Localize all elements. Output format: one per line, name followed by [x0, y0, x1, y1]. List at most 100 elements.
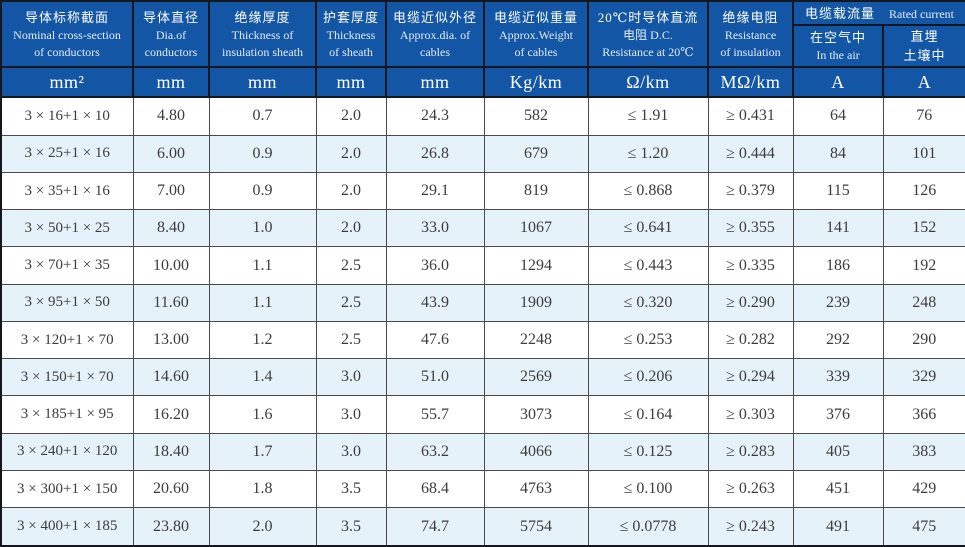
- table-cell: 24.3: [385, 96, 485, 136]
- unit-cell: Ω/km: [587, 66, 709, 98]
- table-cell: ≤ 0.0778: [587, 507, 709, 547]
- table-cell: 3 × 50+1 × 25: [0, 209, 134, 248]
- table-cell: ≥ 0.282: [707, 320, 794, 360]
- unit-cell: mm: [315, 66, 387, 98]
- header-label-zh: 直埋: [910, 29, 939, 44]
- header-cell-approx-dia: 电缆近似外径 Approx.dia. of cables: [385, 0, 485, 68]
- table-cell: 2.0: [315, 134, 387, 173]
- table-cell: ≤ 0.164: [587, 395, 709, 434]
- header-label-en: cables: [420, 44, 450, 59]
- table-cell: 3.0: [315, 358, 387, 397]
- table-cell: ≤ 0.253: [587, 320, 709, 360]
- header-cell-sheath-thickness: 护套厚度 Thickness of sheath: [315, 0, 387, 68]
- table-cell: 2.0: [208, 507, 317, 547]
- table-cell: 7.00: [132, 171, 210, 211]
- header-label-zh: 电缆载流量: [805, 5, 876, 21]
- table-cell: 0.9: [208, 134, 317, 173]
- table-cell: 152: [882, 209, 965, 248]
- table-cell: 679: [483, 134, 589, 173]
- header-cell-buried: 直埋 土壤中: [881, 24, 965, 68]
- table-cell: 74.7: [385, 507, 485, 547]
- header-label-zh: 电缆近似重量: [493, 9, 578, 25]
- table-row: 3 × 185+1 × 95 16.20 1.6 3.0 55.7 3073 ≤ 0.164…: [0, 395, 965, 434]
- table-cell: 47.6: [385, 320, 485, 360]
- header-label-zh: 绝缘厚度: [234, 9, 291, 25]
- table-cell: 290: [882, 320, 965, 360]
- table-cell: 329: [882, 358, 965, 397]
- table-cell: 3.5: [315, 507, 387, 547]
- header-label-en: Approx.Weight: [498, 27, 574, 42]
- table-cell: 2.0: [315, 96, 387, 136]
- table-cell: 1.1: [208, 283, 317, 322]
- table-cell: 3 × 400+1 × 185: [0, 507, 134, 547]
- table-cell: 33.0: [385, 209, 485, 248]
- table-cell: 0.7: [208, 96, 317, 136]
- table-cell: 14.60: [132, 358, 210, 397]
- header-row-units: mm² mm mm mm mm Kg/km Ω/km MΩ/km A A: [0, 66, 965, 98]
- table-cell: 383: [882, 432, 965, 471]
- header-label-en: Resistance: [724, 27, 777, 42]
- header-label-en: of cables: [514, 44, 558, 59]
- table-cell: 2.5: [315, 283, 387, 322]
- table-cell: ≤ 0.206: [587, 358, 709, 397]
- table-body: 3 × 16+1 × 10 4.80 0.7 2.0 24.3 582 ≤ 1.91 ≥ 0.…: [0, 96, 965, 547]
- header-label-en: of conductors: [34, 44, 100, 59]
- table-cell: ≤ 0.125: [587, 432, 709, 471]
- table-cell: 23.80: [132, 507, 210, 547]
- table-cell: 819: [483, 171, 589, 211]
- table-row: 3 × 35+1 × 16 7.00 0.9 2.0 29.1 819 ≤ 0.868 ≥ 0…: [0, 171, 965, 211]
- table-cell: 4.80: [132, 96, 210, 136]
- table-cell: 3 × 240+1 × 120: [0, 432, 134, 471]
- table-cell: 126: [882, 171, 965, 211]
- unit-cell: mm: [208, 66, 317, 98]
- table-cell: 63.2: [385, 432, 485, 471]
- table-cell: 115: [792, 171, 884, 211]
- table-cell: 2.0: [315, 209, 387, 248]
- table-cell: ≤ 0.868: [587, 171, 709, 211]
- table-cell: 36.0: [385, 246, 485, 285]
- table-cell: 3 × 16+1 × 10: [0, 96, 134, 136]
- table-cell: 64: [792, 96, 884, 136]
- table-cell: 451: [792, 469, 884, 509]
- table-cell: 55.7: [385, 395, 485, 434]
- table-cell: 475: [882, 507, 965, 547]
- table-cell: ≥ 0.431: [707, 96, 794, 136]
- unit-cell: mm: [132, 66, 210, 98]
- table-cell: 84: [792, 134, 884, 173]
- table-cell: 68.4: [385, 469, 485, 509]
- table-cell: ≥ 0.294: [707, 358, 794, 397]
- header-label-en: of sheath: [329, 44, 373, 59]
- table-cell: 3073: [483, 395, 589, 434]
- table-row: 3 × 120+1 × 70 13.00 1.2 2.5 47.6 2248 ≤ 0.253…: [0, 320, 965, 360]
- table-cell: 43.9: [385, 283, 485, 322]
- header-label-zh: 导体直径: [142, 9, 199, 25]
- table-cell: 491: [792, 507, 884, 547]
- table-cell: 6.00: [132, 134, 210, 173]
- table-cell: 8.40: [132, 209, 210, 248]
- table-cell: 3 × 35+1 × 16: [0, 171, 134, 211]
- table-row: 3 × 16+1 × 10 4.80 0.7 2.0 24.3 582 ≤ 1.91 ≥ 0.…: [0, 96, 965, 136]
- table-cell: ≥ 0.290: [707, 283, 794, 322]
- table-cell: 3 × 300+1 × 150: [0, 469, 134, 509]
- header-label-en: Nominal cross-section: [13, 27, 121, 42]
- table-cell: 20.60: [132, 469, 210, 509]
- table-cell: 2.5: [315, 320, 387, 360]
- table-cell: 1067: [483, 209, 589, 248]
- table-cell: ≥ 0.303: [707, 395, 794, 434]
- table-cell: 1.0: [208, 209, 317, 248]
- header-label-zh: 绝缘电阻: [722, 9, 779, 25]
- table-cell: ≤ 0.443: [587, 246, 709, 285]
- header-label-zh: 护套厚度: [322, 9, 379, 25]
- header-label-en: Approx.dia. of: [399, 27, 471, 42]
- table-cell: 3.5: [315, 469, 387, 509]
- table-row: 3 × 25+1 × 16 6.00 0.9 2.0 26.8 679 ≤ 1.20 ≥ 0.…: [0, 134, 965, 173]
- table-cell: 2248: [483, 320, 589, 360]
- table-cell: 4763: [483, 469, 589, 509]
- table-cell: 582: [483, 96, 589, 136]
- table-cell: 16.20: [132, 395, 210, 434]
- table-cell: 0.9: [208, 171, 317, 211]
- table-cell: 4066: [483, 432, 589, 471]
- header-row-titles: 导体标称截面 Nominal cross-section of conducto…: [0, 0, 965, 68]
- table-cell: ≥ 0.379: [707, 171, 794, 211]
- table-cell: 376: [792, 395, 884, 434]
